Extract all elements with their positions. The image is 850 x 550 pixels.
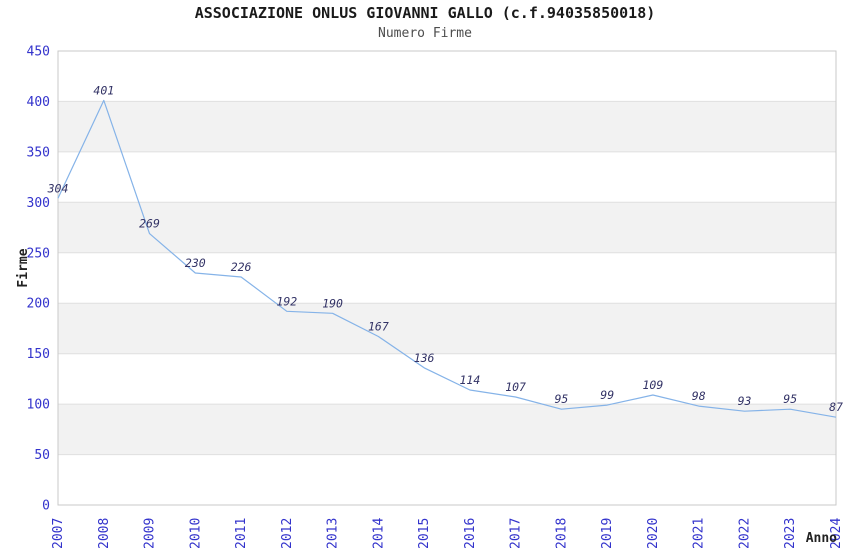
y-axis-title: Firme xyxy=(16,248,31,287)
y-tick-label: 0 xyxy=(42,499,50,514)
y-tick-label: 400 xyxy=(27,95,50,110)
value-label: 99 xyxy=(600,388,614,402)
x-tick-label: 2020 xyxy=(646,518,661,549)
y-tick-label: 100 xyxy=(27,398,50,413)
chart-title: ASSOCIAZIONE ONLUS GIOVANNI GALLO (c.f.9… xyxy=(194,4,656,22)
value-label: 190 xyxy=(322,296,343,310)
x-tick-label: 2010 xyxy=(188,518,203,549)
x-tick-label: 2012 xyxy=(280,518,295,549)
value-label: 304 xyxy=(47,181,69,195)
value-label: 401 xyxy=(93,83,114,97)
value-label: 95 xyxy=(783,392,797,406)
y-tick-label: 250 xyxy=(27,246,50,261)
value-label: 226 xyxy=(231,260,252,274)
x-tick-label: 2007 xyxy=(51,518,66,549)
x-tick-label: 2022 xyxy=(738,518,753,549)
x-tick-label: 2023 xyxy=(783,518,798,549)
x-tick-label: 2011 xyxy=(234,518,249,549)
plot-band xyxy=(58,303,836,354)
plot-band xyxy=(58,101,836,152)
y-tick-label: 150 xyxy=(27,347,50,362)
value-label: 109 xyxy=(643,378,664,392)
x-axis-title: Anno xyxy=(806,531,837,546)
plot-band xyxy=(58,404,836,455)
x-tick-label: 2015 xyxy=(417,518,432,549)
x-tick-label: 2008 xyxy=(97,518,112,549)
value-label: 107 xyxy=(505,380,526,394)
x-tick-label: 2021 xyxy=(692,518,707,549)
y-tick-label: 350 xyxy=(27,145,50,160)
value-label: 269 xyxy=(139,217,160,231)
value-label: 114 xyxy=(460,373,481,387)
data-line-numero-firme xyxy=(57,99,837,418)
x-tick-label: 2016 xyxy=(463,518,478,549)
value-label: 93 xyxy=(738,394,752,408)
value-label: 136 xyxy=(414,351,435,365)
value-label: 95 xyxy=(554,392,568,406)
value-label: 98 xyxy=(692,389,706,403)
y-tick-label: 200 xyxy=(27,297,50,312)
x-tick-label: 2019 xyxy=(600,518,615,549)
value-label: 230 xyxy=(185,256,206,270)
plot-band xyxy=(58,202,836,253)
y-tick-label: 450 xyxy=(27,45,50,60)
value-label: 87 xyxy=(829,400,843,414)
value-label: 192 xyxy=(276,294,297,308)
value-label: 167 xyxy=(368,320,389,334)
y-tick-label: 50 xyxy=(34,448,50,463)
chart-subtitle: Numero Firme xyxy=(378,26,472,41)
y-tick-label: 300 xyxy=(27,196,50,211)
plot-border xyxy=(57,50,837,506)
x-tick-label: 2009 xyxy=(143,518,158,549)
x-tick-label: 2014 xyxy=(371,518,386,549)
x-tick-label: 2013 xyxy=(326,518,341,549)
x-tick-label: 2017 xyxy=(509,518,524,549)
x-tick-label: 2024 xyxy=(829,518,844,549)
x-tick-label: 2018 xyxy=(554,518,569,549)
